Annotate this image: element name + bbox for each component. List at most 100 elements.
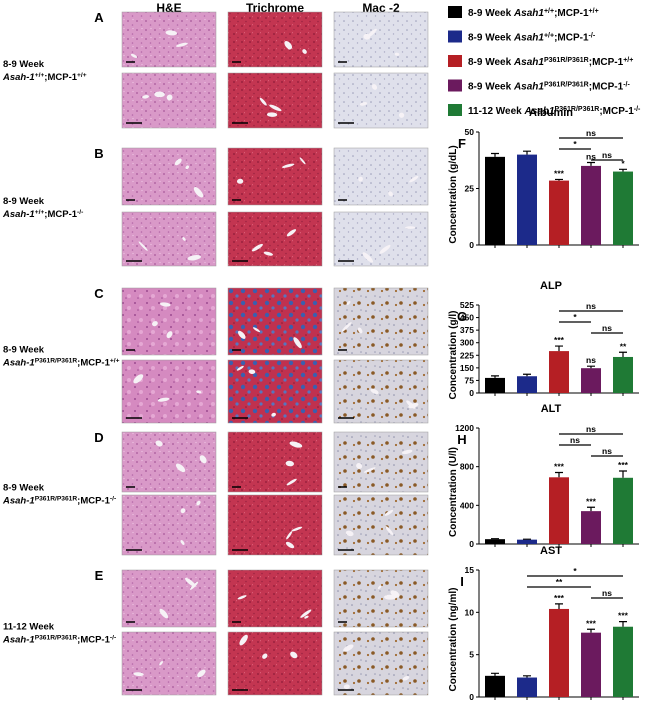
panel-letter: A [94, 10, 104, 25]
vessel [248, 369, 256, 374]
row-label: 8-9 Week [3, 196, 45, 207]
error-bar [523, 373, 531, 377]
text-segment: 11-12 Week [468, 106, 525, 117]
y-tick-label: 1200 [455, 423, 474, 433]
vessel [175, 463, 186, 473]
vessel [377, 585, 382, 590]
text-segment: ;MCP-1 [77, 496, 110, 507]
vessel [237, 595, 247, 600]
error-bar [587, 506, 595, 512]
vessel [266, 112, 278, 117]
panel-letter: E [95, 568, 104, 583]
vessel [165, 30, 178, 36]
vessel [159, 302, 171, 307]
text-segment: +/+ [544, 8, 554, 15]
vessel [343, 644, 354, 652]
significance-label: ** [620, 341, 627, 351]
panel-letter: C [94, 286, 104, 301]
bracket-label: * [573, 139, 577, 149]
panel-letter: H [457, 432, 466, 447]
vessel [363, 467, 376, 473]
legend-label: 11-12 Week Asah1P361R/P361R;MCP-1-/- [468, 106, 641, 118]
bracket-label: ns [586, 424, 596, 434]
y-tick-label: 0 [469, 240, 474, 250]
vessel [199, 455, 207, 464]
y-tick-label: 375 [460, 325, 474, 335]
bar [581, 632, 601, 697]
vessel [157, 397, 170, 402]
vessel [196, 500, 201, 506]
histology-image [333, 359, 429, 424]
y-axis-label: Concentration (g/l) [448, 311, 459, 400]
vessel [302, 49, 307, 54]
vessel [185, 577, 196, 587]
legend-label: 8-9 Week Asah1P361R/P361R;MCP-1-/- [468, 81, 630, 93]
histology-image [333, 494, 429, 556]
vessel [399, 112, 405, 118]
vessel [371, 84, 378, 90]
histology-image [333, 72, 429, 129]
legend-swatch [448, 30, 462, 43]
text-segment: ;MCP-1 [599, 106, 634, 117]
vessel [304, 615, 309, 619]
text-segment: Asah-1 [2, 209, 35, 220]
bracket-label: ns [602, 588, 612, 598]
y-tick-label: 800 [460, 462, 474, 472]
error-bar [491, 375, 499, 378]
text-segment: -/- [110, 495, 116, 502]
bar [517, 154, 537, 245]
y-tick-label: 400 [460, 500, 474, 510]
row-label: 8-9 Week [3, 483, 45, 494]
vessel [182, 237, 186, 241]
vessel [388, 191, 393, 197]
text-segment: 8-9 Week [468, 8, 514, 19]
text-segment: Asah-1 [2, 635, 35, 646]
vessel [180, 540, 185, 545]
bracket-label: ns [570, 435, 580, 445]
histology-image [333, 11, 429, 68]
text-segment: Asah1 [524, 106, 555, 117]
histology-image [121, 211, 217, 267]
text-segment: 8-9 Week [468, 57, 514, 68]
vessel [176, 42, 188, 47]
histology-image [227, 211, 323, 267]
legend-swatch [448, 104, 462, 116]
significance-label: *** [554, 335, 565, 345]
vessel [379, 244, 391, 254]
text-segment: ;MCP-1 [44, 72, 77, 83]
vessel [142, 95, 149, 99]
vessel [166, 331, 173, 339]
vessel [197, 669, 206, 678]
significance-label: *** [618, 611, 629, 621]
vessel [362, 252, 374, 263]
histology-image [121, 287, 217, 356]
error-bar [555, 345, 563, 352]
significance-label: *** [554, 593, 565, 603]
text-segment: +/+ [77, 72, 87, 79]
error-bar [587, 628, 595, 633]
bar [613, 171, 633, 245]
significance-label: *** [586, 496, 597, 506]
bar [549, 608, 569, 697]
text-segment: 8-9 Week [468, 33, 514, 44]
vessel [193, 187, 204, 198]
histology-image [227, 359, 323, 424]
y-tick-label: 75 [465, 375, 475, 385]
significance-label: *** [586, 618, 597, 628]
vessel [262, 653, 268, 659]
vessel [138, 241, 148, 251]
error-bar [555, 178, 563, 181]
vessel [236, 178, 244, 184]
bracket-label: ns [586, 128, 596, 138]
vessel [359, 102, 368, 106]
histology-panels: H&E Trichrome Mac -2A8-9 WeekAsah-1+/+;MCP… [2, 1, 429, 696]
vessel [293, 337, 302, 349]
histology-image [227, 431, 323, 493]
chart-title: ALT [541, 403, 562, 415]
vessel [285, 460, 294, 467]
bar [549, 180, 569, 245]
histology-image [121, 359, 217, 424]
vessel [343, 684, 350, 689]
